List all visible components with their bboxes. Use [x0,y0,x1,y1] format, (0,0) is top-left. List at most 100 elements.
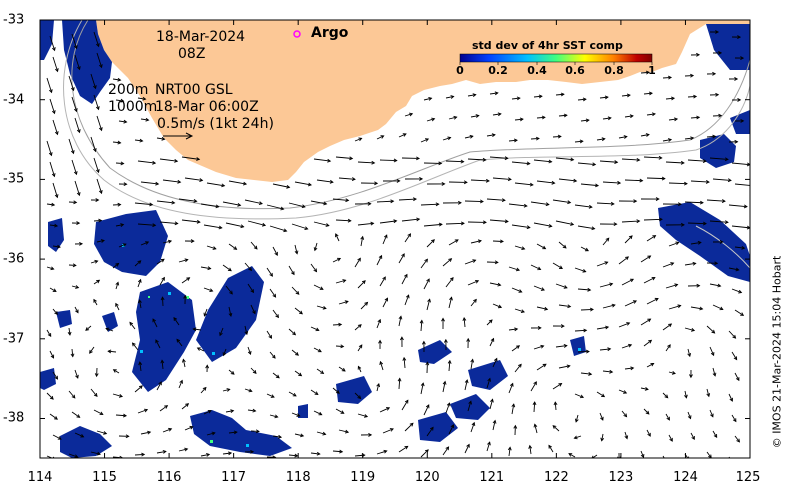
current-vector [332,450,343,453]
current-vector-head [54,223,59,228]
current-vector [71,411,80,418]
colorbar-tick-label: 0 [456,64,464,77]
current-vector [690,432,695,440]
current-vector [508,383,514,394]
current-vector [662,262,674,268]
current-vector [68,75,75,91]
current-vector [624,367,634,370]
current-vector-head [670,96,676,101]
current-vector [596,391,605,397]
current-vector-head [96,279,101,284]
current-vector-head [229,290,233,295]
current-vector-head [563,113,568,118]
current-vector [247,220,266,226]
current-vector [486,319,493,326]
current-vector [665,161,684,164]
current-vector-head [731,459,734,462]
current-vector-head [718,51,723,55]
current-vector-head [563,285,568,289]
current-vector-head [732,418,737,423]
current-vector [46,392,54,400]
current-vector-head [67,331,72,336]
current-vector-head [651,112,656,117]
current-vector [445,95,454,99]
current-vector [332,323,342,326]
current-vector [49,413,58,420]
current-vector [508,447,511,457]
current-vector-head [152,223,157,228]
current-vector-head [98,189,103,195]
current-vector [93,157,100,173]
current-vector-head [70,353,75,358]
current-vector [272,372,280,379]
current-vector [335,408,344,414]
current-vector-head [464,379,469,384]
current-vector [668,371,676,374]
current-vector [74,117,80,133]
current-vector-head [103,431,108,435]
current-vector [709,220,728,223]
x-tick-label: 117 [221,470,247,485]
current-vector-head [47,333,52,338]
current-vector [489,156,508,159]
current-vector [108,350,117,353]
current-vector-head [687,352,692,358]
current-vector-head [115,302,119,307]
current-vector [222,201,241,206]
current-vector [272,435,282,438]
current-vector [203,410,212,415]
current-vector [112,263,119,269]
current-vector [706,199,725,202]
current-vector [291,223,308,230]
current-vector-head [207,266,212,271]
current-vector [228,243,237,250]
current-vector-head [699,306,704,311]
current-vector [115,162,124,165]
current-vector-head [112,369,117,373]
x-tick-label: 114 [27,470,53,485]
current-vector-head [600,437,605,442]
depth-1000m-label: 1000m [108,99,158,115]
argo-float-marker[interactable] [293,30,301,38]
current-vector [161,360,164,370]
current-vector-head [167,239,173,244]
current-vector [599,96,608,99]
current-vector [134,454,145,456]
current-vector [338,177,356,180]
current-vector [731,351,738,360]
current-vector-head [357,395,362,400]
current-vector-head [51,47,56,52]
current-vector [118,120,127,123]
current-vector-head [690,136,695,141]
current-vector-head [426,278,430,283]
current-vector [250,241,258,250]
current-vector-head [54,68,59,73]
current-vector [244,388,252,392]
current-vector-head [567,200,572,205]
current-vector-head [325,223,330,227]
current-vector [640,450,644,458]
current-vector [68,453,78,458]
imos-credit: © IMOS 21-Mar-2024 15:04 Hobart [770,255,784,449]
current-vector-head [397,377,402,382]
current-vector [646,177,665,180]
current-vector-head [573,178,578,183]
current-vector-head [625,256,630,261]
current-vector-head [607,116,612,121]
current-vector-head [640,453,645,458]
current-vector-head [294,453,299,458]
current-vector-head [446,402,451,407]
current-vector-head [405,294,410,299]
current-vector-head [196,219,201,224]
current-vector [533,95,542,98]
current-vector-head [177,179,182,184]
argo-label: Argo [311,25,349,41]
current-vector [731,414,737,422]
current-vector-head [401,253,405,258]
current-vector-head [79,241,84,246]
current-vector-head [674,117,679,122]
current-vector [445,160,464,163]
current-vector-head [490,337,495,342]
current-vector-head [160,258,165,263]
current-vector-head [230,409,235,414]
